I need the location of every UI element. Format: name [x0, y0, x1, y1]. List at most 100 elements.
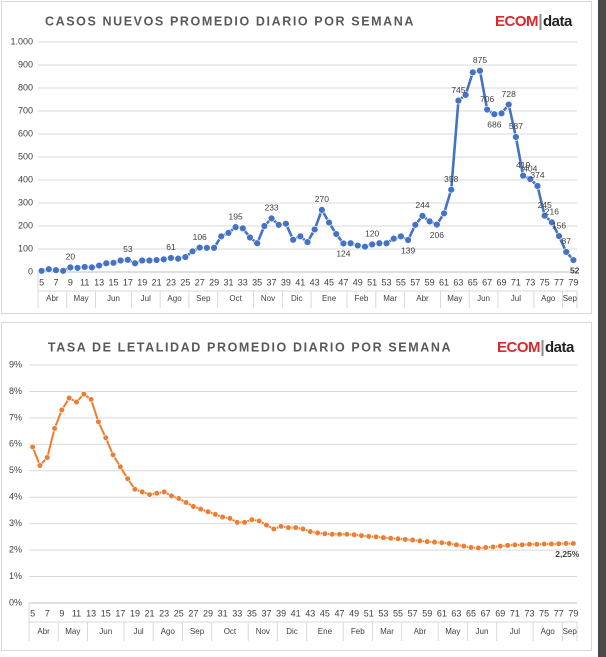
data-point: [275, 221, 283, 229]
x-tick-label: 7: [45, 608, 50, 618]
x-tick-label: 41: [295, 277, 305, 287]
x-tick-label: 33: [232, 608, 242, 618]
data-point: [224, 229, 233, 237]
data-point: [153, 490, 160, 497]
data-point: [418, 212, 427, 220]
data-label: 20: [66, 252, 76, 262]
data-point: [88, 396, 95, 403]
x-tick-label: 5: [30, 608, 35, 618]
data-point: [569, 256, 578, 264]
month-label: Jun: [476, 627, 489, 636]
x-tick-label: 31: [223, 277, 233, 287]
month-label: Ago: [161, 627, 176, 636]
data-point: [299, 525, 307, 533]
month-label: Nov: [256, 627, 270, 636]
data-point: [339, 239, 348, 248]
month-label: Jul: [141, 294, 151, 303]
data-point: [425, 217, 434, 226]
x-tick-label: 29: [203, 608, 213, 618]
x-tick-label: 33: [238, 277, 248, 287]
month-label: May: [74, 294, 89, 303]
data-label: 745: [451, 85, 465, 95]
data-point: [325, 218, 333, 227]
month-label: Dic: [291, 294, 303, 303]
data-point: [336, 531, 343, 538]
y-tick-label: 800: [18, 82, 33, 92]
data-point: [354, 241, 362, 250]
data-label: 52: [570, 265, 580, 275]
y-tick-label: 100: [18, 243, 33, 253]
data-point: [248, 516, 255, 523]
x-tick-label: 77: [554, 277, 564, 287]
y-tick-label: 5%: [9, 465, 22, 475]
x-tick-label: 53: [378, 608, 388, 618]
data-point: [37, 267, 46, 275]
y-tick-label: 200: [18, 220, 33, 230]
x-tick-label: 57: [408, 608, 418, 618]
month-label: Sep: [190, 627, 205, 636]
data-point: [351, 531, 358, 538]
data-point: [131, 259, 139, 267]
month-label: Jun: [477, 294, 490, 303]
data-label: 404: [523, 163, 537, 173]
data-point: [181, 253, 190, 261]
data-point: [402, 536, 409, 543]
y-tick-label: 0: [28, 266, 33, 276]
data-point: [217, 232, 225, 241]
data-point: [497, 109, 506, 118]
x-tick-label: 15: [108, 277, 118, 287]
logo: data: [543, 13, 573, 30]
data-point: [81, 263, 89, 271]
month-label: Ago: [167, 294, 182, 303]
x-tick-label: 11: [72, 608, 81, 618]
y-tick-label: 2%: [9, 544, 22, 554]
data-label: 156: [552, 220, 566, 230]
data-point: [433, 220, 441, 229]
data-point: [196, 243, 204, 252]
data-point: [526, 175, 534, 183]
data-point: [246, 233, 254, 242]
data-point: [109, 451, 117, 459]
data-point: [66, 263, 75, 272]
logo-bar: [541, 340, 544, 356]
x-tick-label: 27: [195, 277, 205, 287]
month-label: Sep: [196, 294, 211, 303]
data-point: [73, 264, 82, 272]
data-point: [188, 247, 197, 256]
data-point: [394, 535, 402, 542]
panel: [1, 1, 592, 314]
data-point: [160, 255, 168, 264]
data-point: [124, 475, 131, 482]
data-point: [482, 544, 489, 551]
month-label: Oct: [224, 627, 237, 636]
data-point: [203, 244, 211, 252]
x-tick-label: 73: [524, 608, 534, 618]
data-point: [152, 256, 161, 264]
x-tick-label: 17: [123, 277, 133, 287]
data-label: 216: [545, 207, 559, 217]
data-point: [346, 239, 355, 247]
edge-shadow: [598, 0, 606, 657]
panel: [1, 322, 592, 651]
x-tick-label: 79: [568, 277, 578, 287]
data-point: [29, 443, 36, 451]
data-point: [66, 394, 73, 402]
x-tick-label: 17: [115, 608, 125, 618]
data-point: [368, 240, 376, 249]
logo: ECOM: [497, 339, 540, 356]
month-label: Sep: [563, 627, 578, 636]
month-label: Feb: [351, 627, 365, 636]
data-point: [102, 259, 110, 267]
data-point: [461, 91, 470, 99]
data-point: [260, 222, 269, 230]
data-point: [138, 256, 146, 265]
data-point: [476, 67, 484, 75]
x-tick-label: 73: [525, 277, 535, 287]
x-tick-label: 71: [510, 608, 520, 618]
x-tick-label: 31: [218, 608, 228, 618]
data-point: [469, 68, 477, 77]
data-point: [424, 538, 431, 545]
x-tick-label: 25: [180, 277, 190, 287]
month-label: Jun: [99, 627, 112, 636]
x-tick-label: 67: [481, 608, 491, 618]
